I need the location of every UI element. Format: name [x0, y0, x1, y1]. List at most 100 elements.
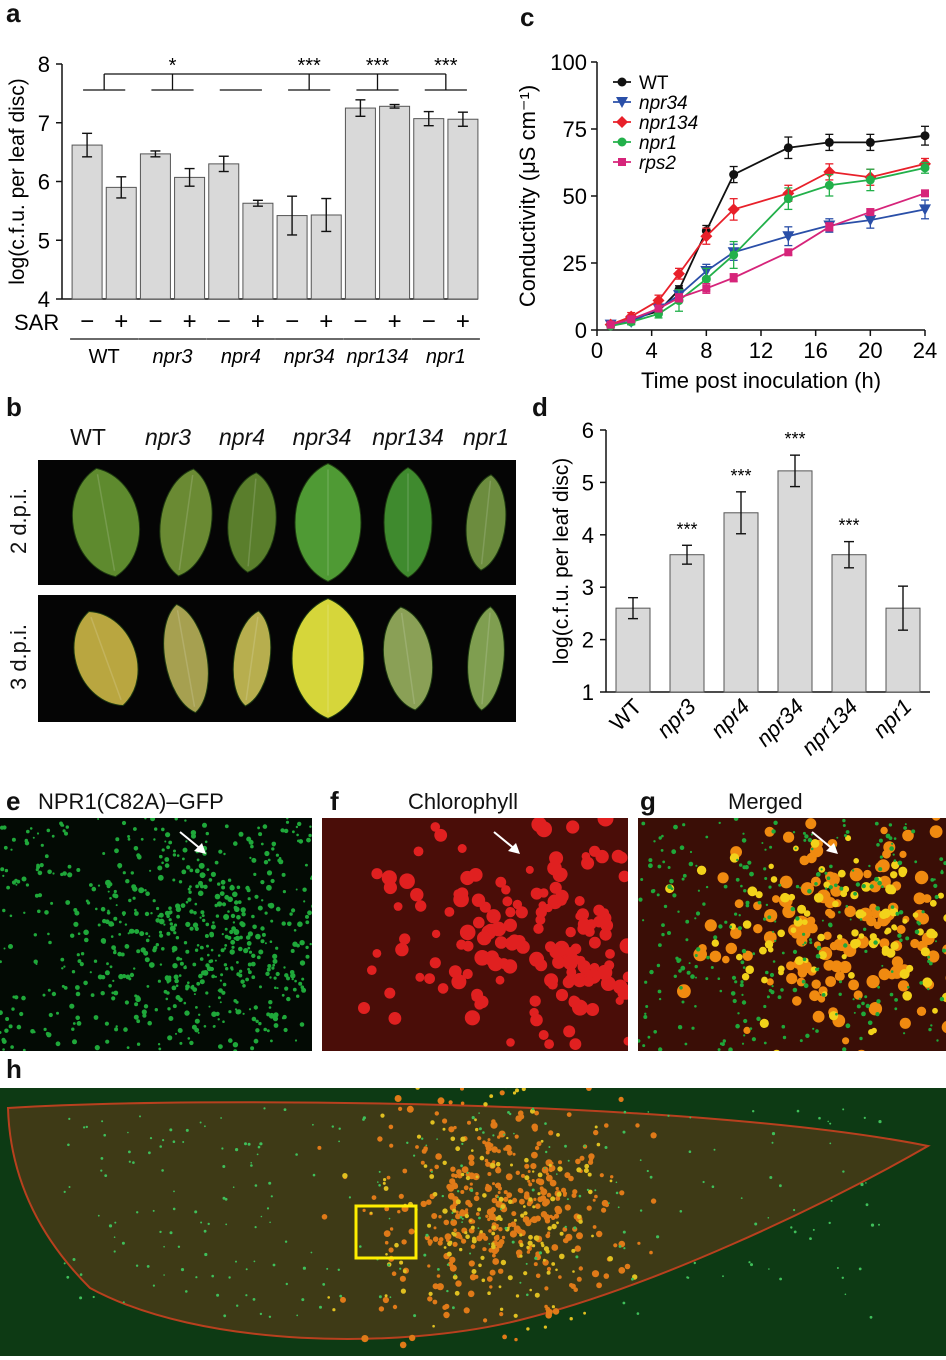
merged-cell	[468, 1260, 475, 1267]
gfp-speckle	[253, 872, 257, 876]
merged-cell	[902, 829, 914, 842]
merged-speckle	[821, 993, 826, 997]
gfp-speckle	[161, 861, 164, 865]
x-tick-label: 24	[913, 338, 937, 363]
gfp-speckle	[113, 916, 118, 921]
gfp-speckle	[232, 921, 236, 924]
merged-cell	[543, 1214, 551, 1221]
merged-speckle	[802, 932, 806, 936]
gfp-speckle	[259, 1312, 263, 1316]
merged-speckle	[767, 915, 772, 920]
gfp-speckle	[268, 1012, 275, 1019]
merged-speckle	[713, 935, 718, 940]
gfp-speckle	[249, 856, 252, 859]
merged-cell	[510, 1163, 513, 1167]
merged-cell	[384, 1240, 389, 1245]
leaf-vein	[481, 612, 491, 705]
y-tick-label: 4	[582, 523, 594, 548]
merged-speckle	[644, 980, 648, 984]
merged-speckle	[640, 878, 644, 881]
merged-cell	[327, 1296, 331, 1299]
merged-speckle	[677, 1025, 683, 1030]
merged-cell	[593, 1129, 599, 1136]
gfp-speckle	[291, 977, 294, 981]
chlorophyll-cell	[556, 894, 567, 906]
gfp-speckle	[294, 979, 297, 983]
merged-cell	[745, 965, 754, 974]
x-axis-label: Time post inoculation (h)	[641, 368, 881, 393]
merged-cell	[888, 886, 897, 895]
merged-speckle	[743, 1018, 748, 1024]
gfp-speckle	[446, 1263, 450, 1266]
gfp-speckle	[193, 911, 197, 915]
gfp-speckle	[143, 1004, 149, 1009]
merged-speckle	[839, 980, 842, 984]
gfp-speckle	[205, 922, 210, 927]
merged-cell	[471, 1219, 476, 1224]
merged-cell	[526, 1327, 530, 1331]
merged-speckle	[790, 906, 795, 912]
merged-cell	[937, 892, 944, 899]
gfp-speckle	[220, 948, 225, 953]
merged-speckle	[741, 948, 747, 954]
gfp-speckle	[211, 1274, 214, 1278]
x-tick-label: 16	[803, 338, 827, 363]
merged-cell	[449, 1256, 456, 1263]
merged-cell	[431, 1213, 438, 1219]
gfp-speckle	[247, 931, 253, 937]
leaf-3dpi	[467, 606, 505, 711]
gfp-speckle	[15, 883, 18, 886]
merged-speckle	[737, 926, 742, 931]
gfp-speckle	[230, 939, 236, 945]
gfp-speckle	[159, 1145, 162, 1148]
merged-cell	[835, 938, 849, 952]
gfp-speckle	[421, 1137, 424, 1140]
gfp-speckle	[83, 980, 88, 986]
merged-speckle	[675, 956, 679, 960]
leaf-shape	[291, 597, 365, 720]
merged-speckle	[829, 864, 833, 869]
legend-marker	[617, 77, 627, 87]
merged-cell	[848, 972, 855, 979]
bar	[723, 512, 759, 693]
gfp-speckle	[301, 987, 307, 993]
chlorophyll-cell	[568, 996, 581, 1008]
merged-cell	[454, 1173, 459, 1179]
merged-speckle	[805, 1033, 810, 1038]
gfp-speckle	[250, 961, 256, 967]
gfp-speckle	[740, 1197, 743, 1199]
gfp-speckle	[693, 1261, 696, 1265]
gfp-speckle	[646, 1169, 649, 1173]
merged-speckle	[828, 885, 833, 890]
chlorophyll-cell	[495, 975, 505, 985]
gfp-speckle	[140, 837, 144, 841]
merged-speckle	[868, 864, 871, 868]
merged-cell	[575, 1158, 581, 1165]
gfp-speckle	[285, 1282, 288, 1286]
merged-speckle	[893, 837, 897, 840]
merged-cell	[830, 885, 843, 897]
legend-marker	[616, 116, 628, 128]
merged-speckle	[772, 930, 775, 933]
merged-speckle	[843, 834, 847, 837]
merged-cell	[883, 841, 896, 854]
merged-cell	[459, 1236, 463, 1240]
gfp-speckle	[283, 1108, 287, 1111]
gfp-speckle	[209, 959, 214, 963]
merged-cell	[382, 1296, 389, 1304]
merged-cell	[421, 1148, 427, 1154]
gfp-speckle	[154, 827, 158, 831]
merged-speckle	[742, 832, 745, 835]
merged-cell	[519, 1254, 523, 1258]
merged-speckle	[751, 1037, 756, 1042]
merged-cell	[470, 1225, 475, 1230]
gfp-speckle	[258, 1021, 262, 1026]
gfp-speckle	[22, 1048, 26, 1051]
x-tick-label: WT	[605, 694, 647, 736]
gfp-speckle	[26, 829, 30, 834]
merged-cell	[444, 1303, 450, 1310]
merged-cell	[423, 1164, 428, 1168]
gfp-speckle	[771, 1132, 776, 1136]
gfp-speckle	[133, 846, 139, 851]
merged-speckle	[774, 920, 777, 923]
